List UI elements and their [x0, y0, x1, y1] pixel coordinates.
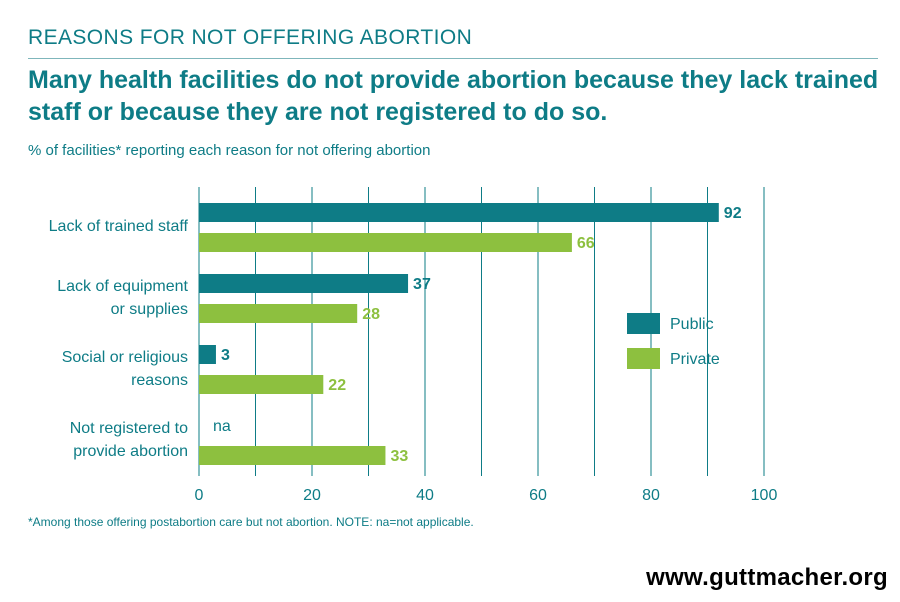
legend-label: Public [670, 316, 714, 333]
value-label: 33 [390, 448, 408, 465]
chart-subtitle: % of facilities* reporting each reason f… [28, 142, 431, 159]
legend-swatch-public [627, 313, 660, 334]
legend-label: Private [670, 351, 720, 368]
x-tick-label: 60 [529, 487, 547, 504]
x-tick-label: 80 [642, 487, 660, 504]
bar-private [199, 375, 324, 394]
value-label: 66 [577, 235, 595, 252]
bar-public [199, 345, 216, 364]
value-label: 92 [724, 205, 742, 222]
category-label: provide abortion [73, 443, 188, 460]
category-label: Not registered to [70, 420, 188, 437]
header-divider [28, 58, 878, 59]
brand-url: www.guttmacher.org [646, 564, 888, 591]
category-label: reasons [131, 372, 188, 389]
chart-kicker: REASONS FOR NOT OFFERING ABORTION [28, 26, 473, 49]
category-label: Lack of trained staff [49, 218, 189, 235]
value-label: 22 [328, 377, 346, 394]
bar-private [199, 446, 386, 465]
x-tick-label: 100 [751, 487, 778, 504]
value-label: na [213, 418, 231, 435]
x-tick-label: 20 [303, 487, 321, 504]
bar-private [199, 233, 572, 252]
x-tick-label: 0 [195, 487, 204, 504]
category-label: or supplies [111, 301, 188, 318]
bar-private [199, 304, 358, 323]
x-tick-label: 40 [416, 487, 434, 504]
value-label: 28 [362, 306, 380, 323]
value-label: 37 [413, 276, 431, 293]
bar-public [199, 274, 409, 293]
bar-public [199, 203, 719, 222]
category-label: Lack of equipment [57, 278, 188, 295]
chart-footnote: *Among those offering postabortion care … [28, 515, 474, 529]
legend-swatch-private [627, 348, 660, 369]
chart-headline: Many health facilities do not provide ab… [28, 66, 879, 126]
category-label: Social or religious [62, 349, 188, 366]
value-label: 3 [221, 347, 230, 364]
